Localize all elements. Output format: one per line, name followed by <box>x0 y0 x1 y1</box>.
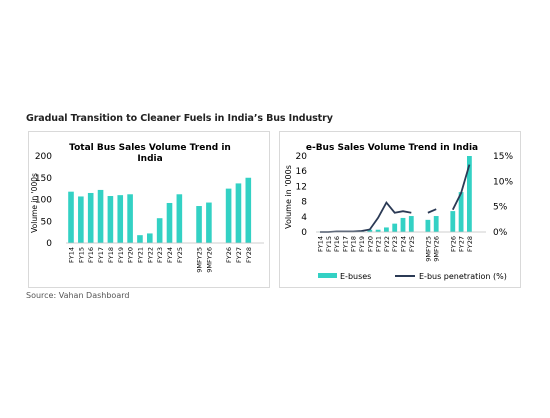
x-tick-label: FY26 <box>449 236 457 252</box>
y-tick-label: 12 <box>296 182 307 192</box>
bar-fy21 <box>137 235 143 243</box>
x-tick-label: FY18 <box>107 247 115 263</box>
bar-fy27 <box>458 192 464 232</box>
bar-fy20 <box>367 229 373 232</box>
y2-tick-label: 10% <box>493 177 513 187</box>
x-tick-label: FY15 <box>325 236 333 252</box>
bar-9mfy26 <box>206 202 212 243</box>
y-tick-label: 100 <box>35 196 52 206</box>
bar-9mfy25 <box>196 206 202 243</box>
y-tick-label: 150 <box>35 174 52 184</box>
y2-tick-label: 5% <box>493 203 508 213</box>
x-tick-label: FY25 <box>408 236 416 252</box>
penetration-line-segment-3 <box>451 164 471 211</box>
bar-fy24 <box>166 202 173 243</box>
x-tick-label: FY16 <box>87 247 95 263</box>
x-tick-label: FY27 <box>458 236 466 252</box>
bar-fy24 <box>400 217 406 232</box>
x-tick-label: FY16 <box>333 236 341 252</box>
x-tick-label: FY26 <box>225 247 233 263</box>
penetration-line-segment-1 <box>320 201 412 233</box>
x-tick-label: FY19 <box>358 236 366 252</box>
bar-fy23 <box>392 223 398 232</box>
y-tick-label: 8 <box>301 198 307 208</box>
bar-fy20 <box>127 194 133 243</box>
x-tick-label: 9MFY25 <box>424 236 432 262</box>
x-tick-label: FY21 <box>136 247 144 263</box>
total-bus-sales-chart: Total Bus Sales Volume Trend in India 0 5… <box>30 143 264 273</box>
y-tick-label: 0 <box>46 239 52 249</box>
x-tick-label: 9MFY26 <box>433 236 441 262</box>
bar-fy28 <box>245 177 252 243</box>
x-tick-label: FY28 <box>466 236 474 252</box>
y-axis-label: Volume in '000s <box>30 173 39 233</box>
bar-fy27 <box>235 183 242 243</box>
x-tick-label: FY18 <box>350 236 358 252</box>
bar-fy22 <box>384 227 389 232</box>
bar-fy26 <box>225 188 232 243</box>
bar-fy26 <box>450 211 456 232</box>
x-tick-label: FY22 <box>383 236 391 252</box>
bar-fy17 <box>97 189 104 243</box>
bar-fy25 <box>408 216 414 232</box>
x-tick-label: FY20 <box>366 236 374 252</box>
x-tick-label: FY15 <box>77 247 85 263</box>
x-tick-label: FY28 <box>245 247 253 263</box>
legend: E-buses E-bus penetration (%) <box>318 272 507 281</box>
source-note: Source: Vahan Dashboard <box>26 291 130 300</box>
y-tick-label: 0 <box>301 228 307 238</box>
bar-9mfy25 <box>425 219 431 232</box>
figure-title: Gradual Transition to Cleaner Fuels in I… <box>26 113 333 124</box>
x-tick-label: FY14 <box>317 236 325 252</box>
bar-fy19 <box>117 195 124 243</box>
ebus-sales-panel: e-Bus Sales Volume Trend in India 0 4 8 12 1… <box>279 131 521 288</box>
x-tick-label: FY19 <box>117 247 125 263</box>
y-axis-label: Volume in '000s <box>284 165 293 229</box>
bar-fy28 <box>467 156 472 232</box>
y-tick-label: 50 <box>41 217 53 227</box>
x-tick-label: FY23 <box>391 236 399 252</box>
chart-title-line-2: India <box>137 154 162 164</box>
chart-title-line-1: Total Bus Sales Volume Trend in <box>69 143 231 153</box>
legend-label-ebuses: E-buses <box>340 272 371 281</box>
penetration-line-segment-2 <box>427 208 437 214</box>
x-tick-label: FY21 <box>375 236 383 252</box>
legend-label-penetration: E-bus penetration (%) <box>419 272 507 281</box>
y2-tick-label: 15% <box>493 152 513 162</box>
y-tick-label: 16 <box>296 167 308 177</box>
x-tick-label: 9MFY25 <box>196 247 204 273</box>
x-tick-label: FY17 <box>97 247 105 263</box>
x-tick-label: FY24 <box>166 247 174 263</box>
bar-fy15 <box>78 196 84 243</box>
x-tick-label: FY27 <box>235 247 243 263</box>
x-tick-label: FY22 <box>146 247 154 263</box>
y-tick-label: 20 <box>296 152 308 162</box>
x-tick-label: FY24 <box>400 236 408 252</box>
bar-fy18 <box>107 196 114 243</box>
bar-fy14 <box>68 191 74 243</box>
x-tick-label: FY25 <box>176 247 184 263</box>
y-tick-label: 200 <box>35 152 52 162</box>
ebus-sales-chart: e-Bus Sales Volume Trend in India 0 4 8 12 1… <box>284 143 513 281</box>
bar-fy22 <box>147 233 153 243</box>
x-tick-label: FY14 <box>68 247 76 263</box>
legend-swatch-ebuses <box>318 273 337 278</box>
x-tick-label: FY17 <box>341 236 349 252</box>
x-tick-label: 9MFY26 <box>205 247 213 273</box>
bar-9mfy26 <box>433 216 439 232</box>
bar-fy21 <box>375 229 381 232</box>
y2-tick-label: 0% <box>493 228 508 238</box>
x-tick-label: FY23 <box>156 247 164 263</box>
bar-fy16 <box>87 192 94 243</box>
chart-title: e-Bus Sales Volume Trend in India <box>306 143 478 153</box>
bar-fy25 <box>176 194 183 243</box>
bar-fy23 <box>156 218 163 243</box>
x-tick-label: FY20 <box>127 247 135 263</box>
total-bus-sales-panel: Total Bus Sales Volume Trend in India 0 5… <box>28 131 270 288</box>
y-tick-label: 4 <box>301 213 307 223</box>
